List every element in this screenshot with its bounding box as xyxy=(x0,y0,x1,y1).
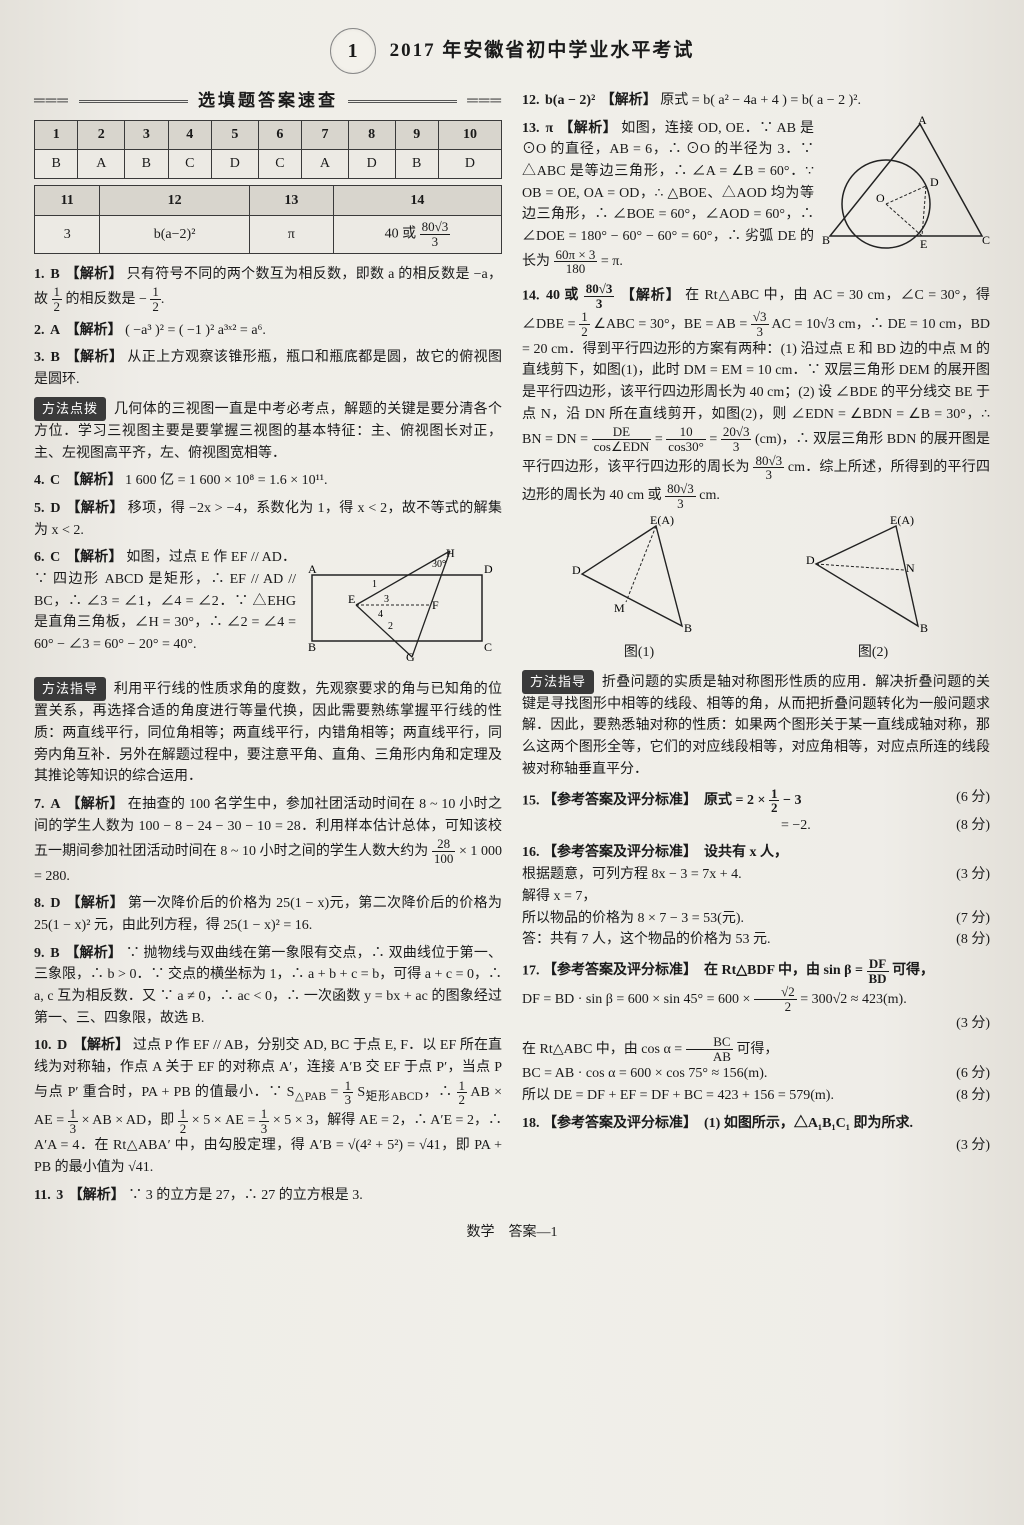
svg-text:D: D xyxy=(572,563,581,577)
score-15-2: (8 分) xyxy=(956,815,990,837)
svg-text:E: E xyxy=(920,237,927,251)
header: 1 2017 年安徽省初中学业水平考试 xyxy=(34,28,990,74)
entry-16-line2: 解得 x = 7， xyxy=(522,889,596,904)
method-2: 方法指导 利用平行线的性质求角的度数，先观察要求的角与已知角的位置关系，再选择合… xyxy=(34,677,502,788)
entry-14: 14. 40 或 80√33 【解析】 在 Rt△ABC 中，由 AC = 30… xyxy=(522,282,990,510)
entry-16: 16. 【参考答案及评分标准】 设共有 x 人， 根据题意，可列方程 8x − … xyxy=(522,842,990,950)
svg-text:B: B xyxy=(308,640,316,654)
method-badge-2: 方法指导 xyxy=(34,677,106,701)
right-column: 12. b(a − 2)² 【解析】 原式 = b( a² − 4a + 4 )… xyxy=(522,84,990,1212)
svg-text:3: 3 xyxy=(384,594,389,605)
entry-3: 3. B 【解析】 从正上方观察该锥形瓶，瓶口和瓶底都是圆，故它的俯视图是圆环. xyxy=(34,347,502,390)
left-column: ═══ 选填题答案速查 ═══ 12345678910 BABCDCADBD 1… xyxy=(34,84,502,1212)
score-18: (3 分) xyxy=(956,1135,990,1157)
entry-8: 8. D 【解析】 第一次降价后的价格为 25(1 − x)元，第二次降价后的价… xyxy=(34,893,502,936)
fig1-label: 图(1) xyxy=(564,642,714,664)
figure-rectangle-triangle: A D B C H E F G 1 3 4 xyxy=(302,549,502,659)
score-16-1: (3 分) xyxy=(956,864,990,886)
score-17-1: (3 分) xyxy=(956,1013,990,1035)
figure-14-1: E(A) D B M xyxy=(564,516,714,636)
page-root: 1 2017 年安徽省初中学业水平考试 ═══ 选填题答案速查 ═══ 1234… xyxy=(0,0,1024,1525)
svg-text:1: 1 xyxy=(372,579,377,590)
entry-9: 9. B 【解析】 ∵ 抛物线与双曲线在第一象限有交点，∴ 双曲线位于第一、三象… xyxy=(34,943,502,1030)
svg-text:E(A): E(A) xyxy=(890,513,914,527)
entry-10-text: 过点 P 作 EF // AB，分别交 AD, BC 于点 E, F．以 EF … xyxy=(34,1038,502,1175)
entry-15-line2: = −2. xyxy=(522,818,811,833)
entry-16-line4: 答：共有 7 人，这个物品的价格为 53 元. xyxy=(522,932,771,947)
entry-14-text: 在 Rt△ABC 中，由 AC = 30 cm，∠C = 30°，得 ∠DBE … xyxy=(522,288,990,503)
score-16-4: (8 分) xyxy=(956,929,990,951)
score-16-3: (7 分) xyxy=(956,908,990,930)
score-17-3: (6 分) xyxy=(956,1063,990,1085)
entry-17-line3: BC = AB · cos α = 600 × cos 75° ≈ 156(m)… xyxy=(522,1066,767,1081)
svg-text:B: B xyxy=(822,233,830,247)
entry-5: 5. D 【解析】 移项，得 −2x > −4，系数化为 1，得 x < 2，故… xyxy=(34,498,502,541)
svg-text:4: 4 xyxy=(378,609,383,620)
figure-circle-triangle: A B C O D E xyxy=(820,118,990,248)
method-badge-3: 方法指导 xyxy=(522,670,594,694)
svg-text:D: D xyxy=(484,562,493,576)
svg-text:C: C xyxy=(982,233,990,247)
entry-17-line2: 在 Rt△ABC 中，由 cos α = BCAB 可得， xyxy=(522,1042,778,1057)
quickcheck-heading: ═══ 选填题答案速查 ═══ xyxy=(34,88,502,114)
entry-4-text: 1 600 亿 = 1 600 × 10⁸ = 1.6 × 10¹¹. xyxy=(125,473,327,488)
svg-text:D: D xyxy=(806,553,815,567)
entry-4: 4. C 【解析】 1 600 亿 = 1 600 × 10⁸ = 1.6 × … xyxy=(34,470,502,492)
score-15-1: (6 分) xyxy=(956,787,990,809)
entry-15: 15. 【参考答案及评分标准】 原式 = 2 × 12 − 3(6 分) = −… xyxy=(522,787,990,837)
svg-text:E(A): E(A) xyxy=(650,513,674,527)
svg-text:M: M xyxy=(614,601,625,615)
footer: 数学 答案—1 xyxy=(34,1222,990,1244)
figure-pair: E(A) D B M 图(1) E(A) D B N xyxy=(522,516,990,663)
answers-table-1: 12345678910 BABCDCADBD xyxy=(34,120,502,178)
fig2-label: 图(2) xyxy=(798,642,948,664)
entry-6-text: 如图，过点 E 作 EF // AD．∵ 四边形 ABCD 是矩形，∴ EF /… xyxy=(34,550,296,652)
entry-13: A B C O D E 13. π 【解析】 如图，连接 OD, OE．∵ AB… xyxy=(522,118,990,276)
entry-6: A D B C H E F G 1 3 4 xyxy=(34,547,502,671)
entry-7: 7. A 【解析】 在抽查的 100 名学生中，参加社团活动时间在 8 ~ 10… xyxy=(34,794,502,887)
svg-text:2: 2 xyxy=(388,621,393,632)
entry-13-text: 如图，连接 OD, OE．∵ AB 是 ⊙O 的直径，AB = 6，∴ ⊙O 的… xyxy=(522,121,814,269)
svg-text:30°: 30° xyxy=(432,559,446,570)
svg-text:A: A xyxy=(918,113,927,127)
exam-title: 2017 年安徽省初中学业水平考试 xyxy=(390,36,695,65)
svg-text:E: E xyxy=(348,592,355,606)
svg-text:O: O xyxy=(876,191,885,205)
entry-11-text: ∵ 3 的立方是 27，∴ 27 的立方根是 3. xyxy=(128,1188,363,1203)
svg-text:A: A xyxy=(308,562,317,576)
svg-text:D: D xyxy=(930,175,939,189)
entry-2-text: ( −a³ )² = ( −1 )² a³ˣ² = a⁶. xyxy=(125,323,266,338)
entry-17-line1: DF = BD · sin β = 600 × sin 45° = 600 × … xyxy=(522,992,907,1007)
entry-18: 18. 【参考答案及评分标准】 (1) 如图所示，△A₁B₁C₁ 即为所求. (… xyxy=(522,1113,990,1135)
entry-12: 12. b(a − 2)² 【解析】 原式 = b( a² − 4a + 4 )… xyxy=(522,90,990,112)
entry-10: 10. D 【解析】 过点 P 作 EF // AB，分别交 AD, BC 于点… xyxy=(34,1035,502,1178)
method-badge-1: 方法点拨 xyxy=(34,397,106,421)
entry-12-text: 原式 = b( a² − 4a + 4 ) = b( a − 2 )². xyxy=(660,93,861,108)
score-17-4: (8 分) xyxy=(956,1085,990,1107)
entry-16-line3: 所以物品的价格为 8 × 7 − 3 = 53(元). xyxy=(522,911,744,926)
svg-text:C: C xyxy=(484,640,492,654)
svg-text:F: F xyxy=(432,598,439,612)
svg-text:N: N xyxy=(906,561,915,575)
entry-17-line4: 所以 DE = DF + EF = DF + BC = 423 + 156 = … xyxy=(522,1088,834,1103)
method-1: 方法点拨 几何体的三视图一直是中考必考点，解题的关键是要分清各个方位．学习三视图… xyxy=(34,397,502,465)
entry-1: 1. B 【解析】 只有符号不同的两个数互为相反数，即数 a 的相反数是 −a，… xyxy=(34,264,502,314)
entry-17: 17. 【参考答案及评分标准】 在 Rt△BDF 中，由 sin β = DFB… xyxy=(522,957,990,1107)
figure-14-2: E(A) D B N xyxy=(798,516,948,636)
quickcheck-label: 选填题答案速查 xyxy=(198,88,338,114)
entry-2: 2. A 【解析】 ( −a³ )² = ( −1 )² a³ˣ² = a⁶. xyxy=(34,320,502,342)
svg-text:G: G xyxy=(406,650,415,664)
svg-text:B: B xyxy=(920,621,928,635)
answers-table-2: 11121314 3b(a−2)²π40 或 80√33 xyxy=(34,185,502,254)
svg-text:B: B xyxy=(684,621,692,635)
method-3: 方法指导 折叠问题的实质是轴对称图形性质的应用．解决折叠问题的关键是寻找图形中相… xyxy=(522,670,990,781)
entry-11: 11. 3 【解析】 ∵ 3 的立方是 27，∴ 27 的立方根是 3. xyxy=(34,1185,502,1207)
entry-16-line1: 根据题意，可列方程 8x − 3 = 7x + 4. xyxy=(522,867,742,882)
two-column-body: ═══ 选填题答案速查 ═══ 12345678910 BABCDCADBD 1… xyxy=(34,84,990,1212)
page-number-circle: 1 xyxy=(330,28,376,74)
